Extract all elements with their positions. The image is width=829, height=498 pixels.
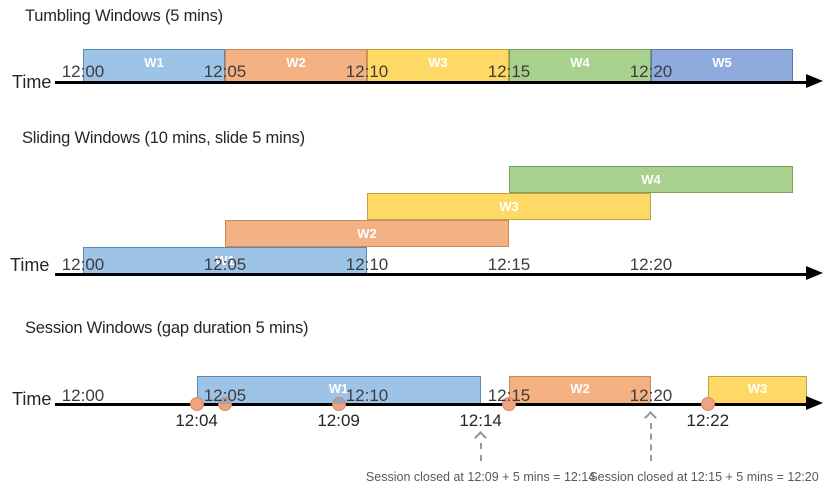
session-annotation-2-arrowhead-icon (644, 411, 657, 424)
session-title: Session Windows (gap duration 5 mins) (25, 319, 309, 337)
tumbling-window-w4-label: W4 (570, 55, 590, 70)
session-event-dot-12-09 (331, 397, 346, 411)
sliding-axis-arrow-icon (806, 266, 823, 280)
session-tick-12-15: 12:15 (487, 386, 531, 405)
sliding-tick-12-10: 12:10 (345, 255, 389, 274)
sliding-time-axis-label: Time (10, 255, 50, 275)
session-tick-12-00: 12:00 (61, 386, 105, 405)
sliding-tick-12-05: 12:05 (203, 255, 247, 274)
session-annotation-1-arrow (479, 443, 482, 461)
session-axis-line (55, 403, 806, 406)
sliding-axis-line (55, 273, 806, 276)
session-tick-12-10: 12:10 (345, 386, 389, 405)
tumbling-title: Tumbling Windows (5 mins) (25, 7, 223, 25)
session-window-w2: W2 (509, 376, 651, 405)
tumbling-tick-12-10: 12:10 (345, 62, 389, 81)
tumbling-tick-12-00: 12:00 (61, 62, 105, 81)
tumbling-tick-12-05: 12:05 (203, 62, 247, 81)
session-event-dot-12-04 (189, 397, 204, 411)
sliding-window-w3: W3 (367, 193, 651, 220)
sliding-window-w3-label: W3 (499, 199, 519, 214)
tumbling-tick-12-20: 12:20 (629, 62, 673, 81)
tumbling-tick-12-15: 12:15 (487, 62, 531, 81)
tumbling-window-w4: W4 (509, 49, 651, 83)
tumbling-window-w3: W3 (367, 49, 509, 83)
session-window-w3-label: W3 (747, 381, 768, 396)
sliding-window-w4-label: W4 (641, 172, 661, 187)
session-annotation-2-arrow (650, 423, 652, 461)
tumbling-window-w3-label: W3 (428, 55, 448, 70)
session-tick-12-05: 12:05 (203, 386, 247, 405)
session-annotation-2-text: Session closed at 12:15 + 5 mins = 12:20 (589, 470, 819, 484)
session-event-dot-12-022 (700, 397, 715, 411)
session-window-w3: W3 (707, 376, 808, 405)
sliding-tick-12-00: 12:00 (61, 255, 105, 274)
tumbling-window-w2: W2 (225, 49, 367, 83)
session-tick-12-20: 12:20 (629, 386, 673, 405)
session-event-label-12-22: 12:22 (686, 411, 730, 430)
session-event-dot-12-015 (502, 397, 516, 411)
sliding-window-w2-label: W2 (357, 226, 377, 241)
tumbling-time-axis-label: Time (12, 72, 52, 92)
sliding-tick-12-15: 12:15 (487, 255, 531, 274)
sliding-window-w4: W4 (509, 166, 793, 193)
tumbling-window-w1-label: W1 (144, 55, 164, 70)
sliding-window-w2: W2 (225, 220, 509, 247)
session-event-label-12-14: 12:14 (459, 411, 502, 430)
tumbling-window-w5-label: W5 (712, 55, 732, 70)
session-window-w2-label: W2 (570, 381, 590, 396)
tumbling-axis-line (55, 81, 806, 84)
sliding-tick-12-20: 12:20 (629, 255, 673, 274)
session-event-dot-12-05 (218, 397, 232, 411)
sliding-window-w1-label: W1 (215, 253, 235, 268)
session-event-label-12-09: 12:09 (317, 411, 360, 430)
session-annotation-1-text: Session closed at 12:09 + 5 mins = 12:14 (365, 470, 596, 484)
session-window-w1-label: W1 (328, 381, 349, 396)
sliding-title: Sliding Windows (10 mins, slide 5 mins) (22, 129, 305, 147)
session-annotation-1-arrowhead-icon (473, 431, 487, 444)
sliding-window-w1: W1 (83, 247, 367, 274)
tumbling-axis-arrow-icon (806, 74, 823, 88)
session-event-label-12-04: 12:04 (175, 411, 218, 430)
tumbling-window-w2-label: W2 (286, 55, 306, 70)
session-time-axis-label: Time (12, 389, 52, 409)
session-axis-arrow-icon (806, 396, 823, 410)
